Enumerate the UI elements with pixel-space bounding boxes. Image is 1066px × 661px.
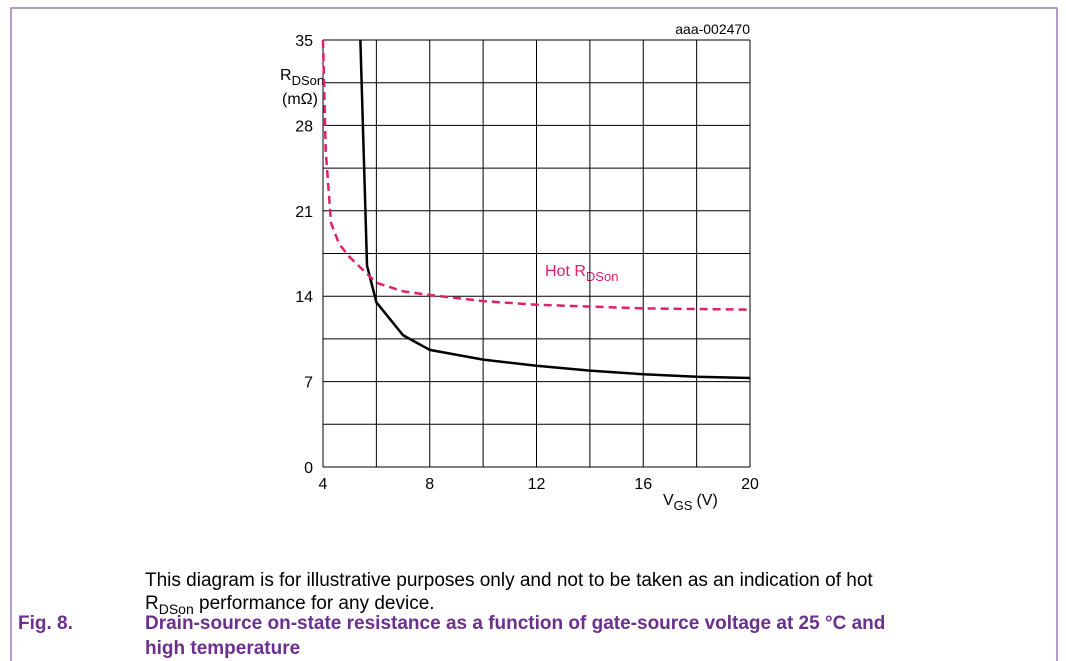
y-tick-label: 0 <box>304 460 313 477</box>
label-main: V <box>663 492 674 509</box>
caption-label: Fig. 8. <box>18 613 73 634</box>
x-tick-label: 8 <box>425 476 434 493</box>
y-tick-label: 7 <box>304 375 313 392</box>
y-tick-label: 35 <box>295 33 313 50</box>
note-line: RDSon performance for any device. <box>145 593 435 617</box>
label-sub: DSon <box>292 73 325 88</box>
note-line: This diagram is for illustrative purpose… <box>145 570 873 591</box>
label-unit: (V) <box>696 492 717 509</box>
x-tick-label: 16 <box>634 476 652 493</box>
series-label: Hot RDSon <box>545 263 618 284</box>
caption-line: high temperature <box>145 638 300 659</box>
y-tick-label: 21 <box>295 204 313 221</box>
x-tick-label: 20 <box>741 476 759 493</box>
x-axis-label: VGS (V) <box>663 492 718 513</box>
series-line <box>359 39 751 380</box>
y-tick-label: 14 <box>295 289 313 306</box>
y-axis-unit: (mΩ) <box>282 91 318 108</box>
x-tick-label: 12 <box>528 476 546 493</box>
label-sub: GS <box>674 498 693 513</box>
y-axis-label: RDSon <box>280 67 324 88</box>
x-tick-label: 4 <box>319 476 328 493</box>
frame <box>10 7 1058 661</box>
note-main: R <box>145 593 159 614</box>
label-main: R <box>280 67 292 84</box>
label-sub: DSon <box>586 269 619 284</box>
y-tick-label: 28 <box>295 118 313 135</box>
caption-line: Drain-source on-state resistance as a fu… <box>145 613 885 634</box>
series-line <box>321 39 751 311</box>
note-rest: performance for any device. <box>194 593 435 614</box>
figure-id: aaa-002470 <box>675 21 750 37</box>
note-sub: DSon <box>159 601 194 617</box>
label-main: Hot R <box>545 263 586 280</box>
